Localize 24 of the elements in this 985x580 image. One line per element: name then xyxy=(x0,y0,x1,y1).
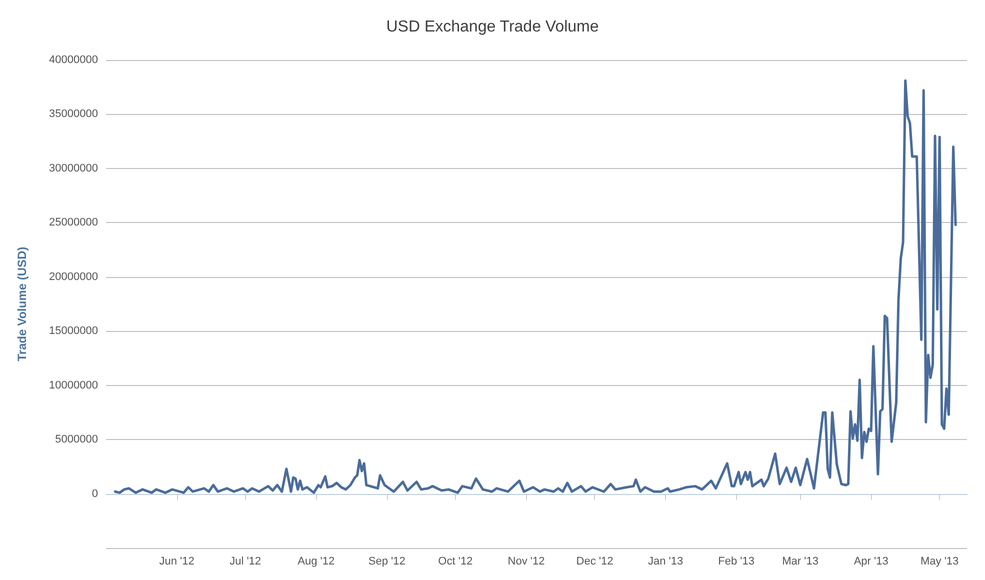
x-tick-label: Jun '12 xyxy=(159,556,194,568)
y-tick-label: 0 xyxy=(92,488,98,500)
x-tick-label: Feb '13 xyxy=(718,556,755,568)
y-tick-label: 5000000 xyxy=(55,434,98,446)
y-tick-label: 20000000 xyxy=(49,270,98,283)
x-tick-label: Sep '12 xyxy=(368,556,406,568)
y-axis-title: Trade Volume (USD) xyxy=(15,246,29,362)
x-tick-label: Dec '12 xyxy=(576,556,614,568)
y-tick-label: 25000000 xyxy=(49,216,98,229)
line-series xyxy=(114,79,957,494)
x-tick-label: Jan '13 xyxy=(648,556,684,568)
y-tick-label: 40000000 xyxy=(49,54,98,66)
x-tick-label: Apr '13 xyxy=(854,556,888,568)
x-tick-label: Mar '13 xyxy=(782,556,818,568)
y-tick-label: 30000000 xyxy=(49,162,98,174)
x-tick-label: Oct '12 xyxy=(438,556,473,568)
x-tick-label: Nov '12 xyxy=(508,556,545,568)
y-tick-label: 10000000 xyxy=(49,379,98,392)
y-tick-label: 35000000 xyxy=(49,108,98,120)
x-tick-label: Aug '12 xyxy=(298,556,335,568)
y-tick-label: 15000000 xyxy=(49,325,98,338)
chart-title: USD Exchange Trade Volume xyxy=(386,18,599,36)
x-tick-label: May '13 xyxy=(920,556,959,568)
x-tick-label: Jul '12 xyxy=(230,556,262,568)
